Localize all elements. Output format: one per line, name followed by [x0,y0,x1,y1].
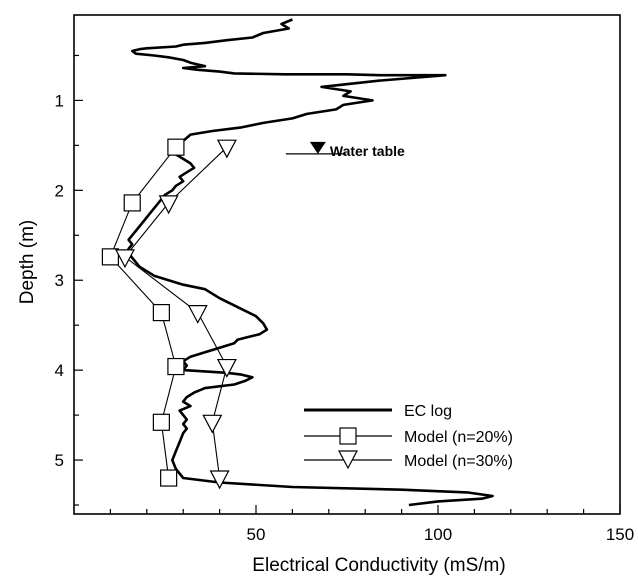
x-axis-ticks [109,505,621,514]
y-tick-label: 1 [55,91,64,110]
model-30-marker [209,470,230,490]
legend-label-ec-log: EC log [404,403,452,420]
water-table-icon [309,141,326,154]
x-axis-title: Electrical Conductivity (mS/m) [252,555,505,576]
model-20-marker [167,138,185,156]
model-20-marker [160,469,178,487]
legend-swatch-model-20-marker [339,427,357,445]
legend-label-model-30: Model (n=30%) [404,453,513,470]
x-tick-label: 150 [606,525,634,544]
plot-frame [73,14,621,515]
series-layer [101,18,494,507]
annotation-layer: Water table [285,141,405,159]
x-tick-label: 50 [247,525,266,544]
y-axis-tick-labels: 1 2 3 4 5 [55,91,64,470]
legend-swatch-model-30-marker [338,450,358,470]
x-axis-tick-labels: 50 100 150 [247,525,635,544]
model-30-marker [202,414,223,434]
water-table-label: Water table [330,143,405,159]
legend: EC log Model (n=20%) Model (n=30%) [304,403,513,470]
y-tick-label: 4 [55,361,64,380]
model-30-marker [114,249,135,269]
ec-log-line [127,18,494,507]
model-20-marker [152,413,170,431]
model-30-marker [216,358,237,378]
legend-label-model-20: Model (n=20%) [404,429,513,446]
model-30-marker [158,195,179,215]
y-tick-label: 3 [55,271,64,290]
model-30-marker [216,139,237,159]
y-axis-ticks [74,54,83,506]
model-20-marker [167,357,185,376]
model-20-marker [123,194,141,212]
y-tick-label: 5 [55,451,64,470]
model-20-marker [152,304,170,322]
x-tick-label: 100 [424,525,452,544]
model-20-marker [101,248,120,266]
y-tick-label: 2 [55,181,64,200]
y-axis-title: Depth (m) [17,220,38,304]
model-30-marker [187,305,208,324]
